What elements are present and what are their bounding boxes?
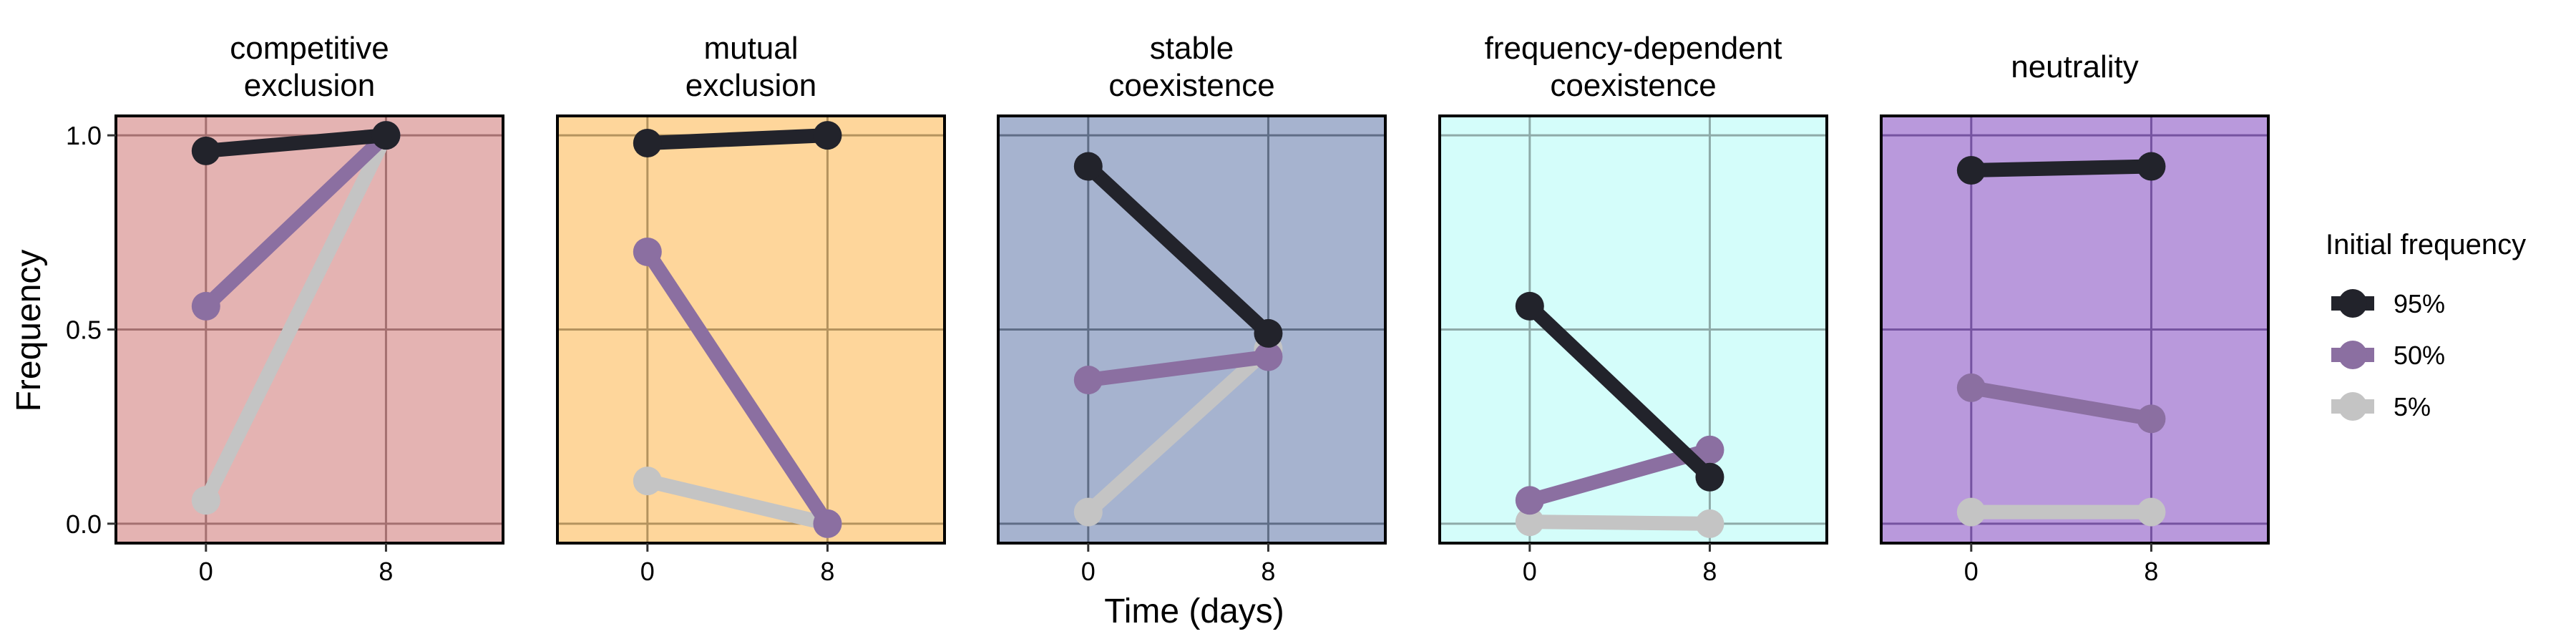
series-50pct: [1073, 342, 1283, 395]
panel-title-line: competitive: [230, 31, 389, 66]
panel-title-line: coexistence: [1550, 68, 1716, 103]
data-point: [2137, 152, 2166, 181]
series-line: [199, 132, 393, 504]
panel-title-line: frequency-dependent: [1485, 31, 1782, 66]
data-point: [191, 291, 220, 321]
x-tick-label: 0: [1081, 557, 1096, 586]
data-point: [2137, 497, 2166, 527]
series-line: [200, 130, 391, 312]
data-point: [191, 136, 220, 165]
series-95pct: [1515, 291, 1724, 492]
panel-border: [1438, 114, 1828, 545]
data-point: [813, 121, 842, 150]
series-line: [641, 248, 834, 528]
legend-entry: 50%: [2331, 341, 2445, 370]
panel-title: neutrality: [2011, 49, 2139, 84]
x-tick-label: 8: [2144, 557, 2158, 586]
panel-border: [556, 114, 946, 545]
x-tick-label: 8: [1702, 557, 1717, 586]
panel-title-line: exclusion: [244, 68, 375, 103]
panel-title-line: exclusion: [686, 68, 816, 103]
data-point: [1073, 497, 1103, 527]
data-point: [191, 486, 220, 515]
series-line: [1083, 161, 1274, 339]
y-axis-title: Frequency: [10, 250, 48, 412]
series-line: [1087, 349, 1269, 387]
series-line: [1524, 301, 1715, 482]
panel-title-line: coexistence: [1108, 68, 1274, 103]
data-point: [1515, 291, 1544, 321]
y-tick-label: 0.5: [66, 316, 102, 345]
series-5pct: [1515, 507, 1724, 538]
panel-border: [997, 114, 1387, 545]
legend-title: Initial frequency: [2326, 229, 2526, 260]
series-50pct: [1956, 373, 2166, 434]
legend-entry: 5%: [2331, 392, 2431, 421]
data-point: [2137, 404, 2166, 434]
data-point: [633, 128, 662, 157]
series-50pct: [633, 237, 842, 538]
x-tick-label: 0: [1523, 557, 1537, 586]
data-point: [1254, 318, 1283, 348]
y-tick-label: 0.0: [66, 509, 102, 539]
series-line: [1083, 343, 1274, 517]
data-point: [1515, 507, 1544, 537]
panel-title-line: stable: [1150, 31, 1234, 66]
data-point: [633, 467, 662, 496]
data-point: [1956, 497, 1986, 527]
x-tick-label: 8: [1261, 557, 1275, 586]
panel-5: 0 8 neutrality: [1880, 49, 2270, 586]
x-axis-title: Time (days): [1104, 592, 1284, 630]
series-95pct: [191, 121, 401, 165]
series-line: [645, 474, 829, 531]
data-point: [1695, 462, 1724, 492]
panel-title-line: mutual: [703, 31, 798, 66]
data-point: [1956, 155, 1986, 185]
legend-key-point: [2338, 341, 2367, 369]
data-point: [633, 237, 662, 266]
y-tick-label: 1.0: [66, 121, 102, 150]
legend: Initial frequency 95% 50% 5%: [2326, 229, 2526, 421]
series-line: [205, 128, 387, 158]
x-tick-label: 8: [820, 557, 834, 586]
data-point: [1073, 152, 1103, 181]
panel-border: [1880, 114, 2270, 545]
series-95pct: [633, 121, 842, 157]
data-point: [1695, 509, 1724, 538]
series-95pct: [1073, 152, 1283, 348]
x-tick-label: 0: [640, 557, 655, 586]
legend-label: 5%: [2394, 392, 2431, 421]
legend-key-point: [2338, 392, 2367, 421]
legend-label: 50%: [2394, 341, 2445, 370]
series-line: [1529, 514, 1710, 531]
series-95pct: [1956, 152, 2166, 185]
x-tick-label: 0: [199, 557, 213, 586]
series-5pct: [1956, 497, 2166, 527]
data-point: [813, 509, 842, 538]
data-point: [1956, 373, 1986, 402]
series-line: [1971, 159, 2152, 177]
series-line: [1970, 381, 2153, 426]
legend-label: 95%: [2394, 289, 2445, 318]
series-line: [647, 128, 828, 150]
legend-entry: 95%: [2331, 289, 2445, 318]
data-point: [371, 121, 401, 150]
legend-key-point: [2338, 289, 2367, 318]
data-point: [1073, 366, 1103, 395]
x-tick-label: 0: [1964, 557, 1979, 586]
data-point: [1254, 342, 1283, 371]
data-point: [1695, 435, 1724, 464]
data-point: [1515, 486, 1544, 515]
x-tick-label: 8: [379, 557, 393, 586]
